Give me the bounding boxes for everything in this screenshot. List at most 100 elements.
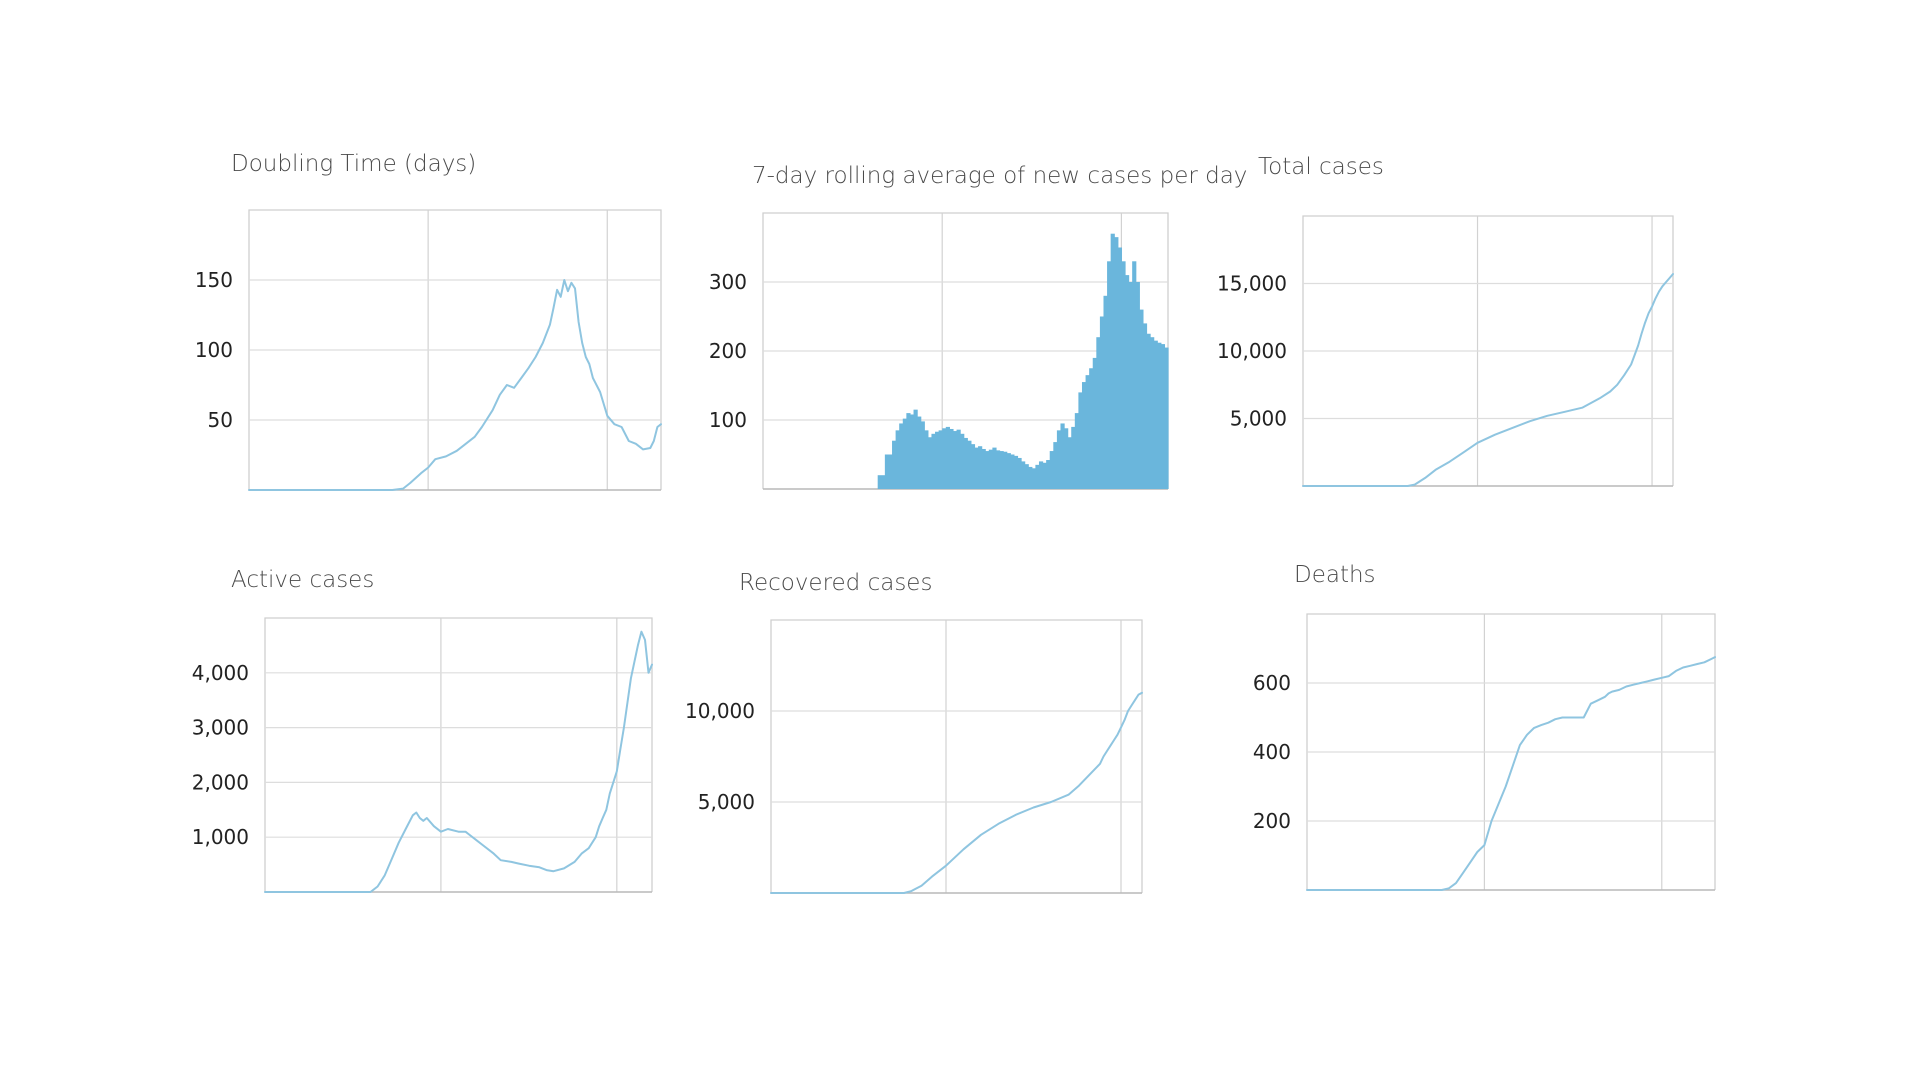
bar (1085, 375, 1090, 489)
bar (938, 430, 943, 489)
y-tick-label: 5,000 (698, 790, 755, 814)
bar (1042, 462, 1047, 489)
bar (1146, 333, 1151, 489)
bar (1046, 460, 1051, 489)
bar (1074, 413, 1079, 489)
bar (1021, 461, 1026, 489)
bar (1128, 282, 1133, 489)
bar (942, 428, 947, 489)
active-cases-title: Active cases (231, 567, 375, 593)
bar (1139, 309, 1144, 489)
bar (909, 414, 915, 489)
plot-frame (264, 617, 653, 892)
y-tick-label: 200 (709, 339, 747, 363)
bar (1031, 468, 1036, 489)
bar (1114, 237, 1119, 489)
series-line (248, 279, 662, 491)
bar (949, 428, 954, 489)
bar (970, 444, 976, 489)
bar (1089, 368, 1094, 489)
recovered-cases-title: Recovered cases (739, 570, 933, 596)
y-tick-label: 300 (709, 270, 747, 294)
y-tick-label: 100 (195, 338, 233, 362)
bar (1067, 437, 1072, 489)
bar (1117, 247, 1123, 489)
bar (1017, 457, 1022, 489)
bar (981, 448, 986, 489)
bar (960, 433, 965, 489)
y-tick-label: 10,000 (685, 699, 755, 723)
bar (988, 449, 993, 489)
bar (931, 433, 936, 489)
bar (1006, 453, 1011, 489)
bar (892, 440, 897, 489)
bar (877, 475, 886, 489)
bar (1132, 261, 1137, 489)
bar (1110, 233, 1115, 489)
bar (985, 451, 990, 489)
bar (978, 446, 983, 489)
bar (1096, 337, 1101, 489)
bar (899, 423, 904, 489)
bar (1157, 342, 1162, 489)
y-tick-label: 4,000 (192, 661, 249, 685)
bar (917, 416, 922, 489)
bar (1150, 337, 1155, 489)
bar (920, 421, 925, 489)
y-tick-label: 15,000 (1217, 272, 1287, 296)
bar (1099, 316, 1105, 489)
bar (999, 451, 1004, 489)
bar (1078, 392, 1083, 489)
bar (1071, 426, 1076, 489)
bar (924, 430, 929, 489)
bar-series (877, 233, 1169, 489)
y-tick-label: 3,000 (192, 716, 249, 740)
bar (1160, 344, 1166, 489)
bar (956, 429, 961, 489)
bar (967, 440, 972, 489)
deaths-title: Deaths (1294, 562, 1376, 588)
bar (895, 430, 900, 489)
y-tick-label: 10,000 (1217, 339, 1287, 363)
bar (1056, 430, 1062, 489)
series-line (1302, 273, 1674, 487)
bar (963, 437, 968, 489)
bar (995, 450, 1001, 489)
bar (1038, 461, 1044, 489)
bar (1028, 466, 1033, 489)
y-tick-label: 200 (1253, 809, 1291, 833)
bar (992, 447, 997, 489)
bar (1081, 382, 1087, 489)
total-cases-title: Total cases (1258, 154, 1384, 180)
bar (1164, 347, 1169, 489)
bar (1003, 451, 1008, 489)
bar (1035, 464, 1040, 489)
bar (1107, 261, 1112, 489)
doubling-time-title: Doubling Time (days) (231, 151, 477, 177)
y-tick-label: 150 (195, 268, 233, 292)
bar (945, 426, 950, 489)
bar (1053, 442, 1058, 489)
bar (952, 431, 958, 489)
bar (913, 409, 918, 489)
bar (884, 454, 893, 489)
bar (1124, 275, 1130, 489)
y-tick-label: 100 (709, 408, 747, 432)
bar (1135, 282, 1140, 489)
y-tick-label: 50 (208, 408, 233, 432)
series-line (770, 691, 1143, 894)
bar (1103, 295, 1108, 489)
y-tick-label: 1,000 (192, 825, 249, 849)
new-cases-title: 7-day rolling average of new cases per d… (752, 163, 1248, 189)
bar (1049, 451, 1054, 489)
series-line (264, 630, 653, 893)
bar (1121, 261, 1126, 489)
series-line (1306, 656, 1716, 891)
bar (974, 447, 979, 489)
